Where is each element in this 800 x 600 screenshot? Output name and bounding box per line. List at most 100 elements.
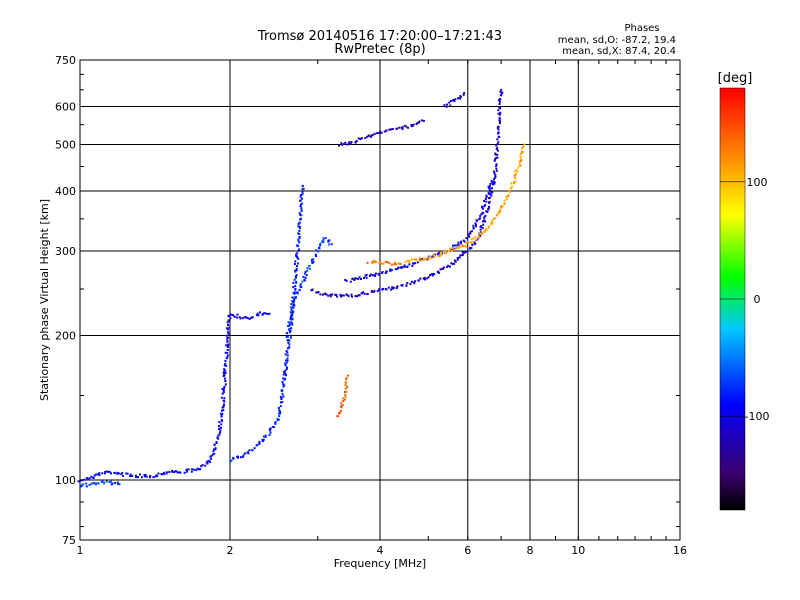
data-point: [282, 373, 285, 376]
data-point: [440, 253, 443, 256]
data-point: [514, 177, 517, 180]
data-point: [300, 208, 303, 211]
data-point: [438, 271, 440, 274]
data-point: [116, 472, 119, 475]
data-point: [318, 246, 321, 249]
data-point: [364, 274, 367, 277]
data-point: [498, 116, 501, 119]
data-point: [356, 295, 359, 298]
data-point: [301, 191, 304, 194]
colorbar-tick-label: -100: [745, 410, 770, 423]
data-point: [121, 471, 124, 474]
data-point: [237, 455, 239, 458]
data-point: [455, 246, 458, 249]
data-point: [288, 339, 291, 342]
data-point: [470, 247, 473, 250]
data-point: [446, 266, 449, 268]
data-point: [293, 292, 296, 295]
data-point: [101, 479, 104, 482]
data-point: [492, 217, 495, 220]
data-point: [289, 322, 292, 325]
data-point: [403, 265, 406, 268]
data-point: [304, 271, 307, 274]
data-point: [366, 293, 369, 295]
data-point: [247, 452, 250, 455]
data-point: [406, 265, 409, 268]
data-point: [496, 156, 499, 159]
data-point: [286, 335, 289, 338]
data-point: [474, 222, 477, 225]
data-point: [418, 259, 421, 262]
data-point: [474, 236, 477, 239]
data-point: [276, 419, 279, 422]
data-point: [208, 459, 211, 462]
data-point: [462, 93, 465, 96]
data-point: [299, 218, 302, 221]
data-point: [465, 245, 468, 248]
data-point: [518, 163, 521, 166]
data-point: [508, 190, 511, 193]
data-point: [297, 249, 300, 252]
data-point: [93, 474, 96, 477]
data-point: [284, 372, 287, 375]
data-point: [392, 286, 395, 289]
chart-title: Tromsø 20140516 17:20:00–17:21:43: [257, 29, 502, 44]
data-point: [294, 260, 297, 263]
data-point: [290, 306, 293, 309]
data-point: [485, 210, 488, 213]
data-point: [514, 173, 517, 176]
data-point: [268, 312, 271, 315]
data-point: [497, 128, 500, 131]
data-point: [370, 135, 372, 138]
data-point: [216, 436, 219, 439]
data-point: [471, 243, 474, 246]
data-point: [488, 226, 490, 229]
data-point: [433, 273, 436, 276]
chart-subtitle: RwPretec (8p): [334, 42, 425, 57]
data-point: [292, 299, 295, 302]
data-point: [87, 478, 90, 481]
data-point: [483, 219, 486, 222]
data-point: [423, 276, 426, 279]
data-point: [258, 442, 261, 444]
data-point: [286, 357, 289, 360]
data-point: [232, 314, 235, 317]
data-point: [492, 183, 494, 186]
data-point: [98, 472, 101, 475]
data-point: [458, 256, 461, 259]
data-point: [493, 182, 496, 185]
data-point: [226, 354, 229, 357]
data-point: [399, 266, 402, 269]
data-point: [219, 429, 222, 432]
data-point: [294, 263, 296, 265]
data-point: [338, 412, 341, 415]
data-point: [426, 258, 429, 261]
data-point: [378, 262, 381, 265]
data-point: [221, 388, 224, 390]
data-point: [422, 119, 425, 122]
data-point: [291, 300, 294, 303]
data-point: [377, 132, 380, 134]
data-point: [354, 140, 357, 143]
data-point: [217, 437, 220, 440]
data-point: [345, 390, 348, 393]
x-tick-label: 6: [464, 544, 471, 557]
data-point: [384, 272, 387, 274]
data-point: [283, 378, 286, 381]
data-point: [423, 258, 426, 261]
data-point: [287, 347, 290, 349]
data-point: [379, 130, 382, 133]
data-point: [409, 283, 412, 286]
data-point: [450, 248, 453, 251]
data-point: [387, 286, 390, 289]
data-point: [453, 244, 456, 247]
data-point: [230, 459, 233, 462]
data-point: [430, 273, 433, 276]
data-point: [387, 261, 390, 264]
data-point: [414, 280, 417, 283]
data-point: [380, 262, 383, 265]
data-point: [498, 118, 501, 121]
data-point: [419, 277, 422, 280]
data-point: [282, 377, 285, 380]
